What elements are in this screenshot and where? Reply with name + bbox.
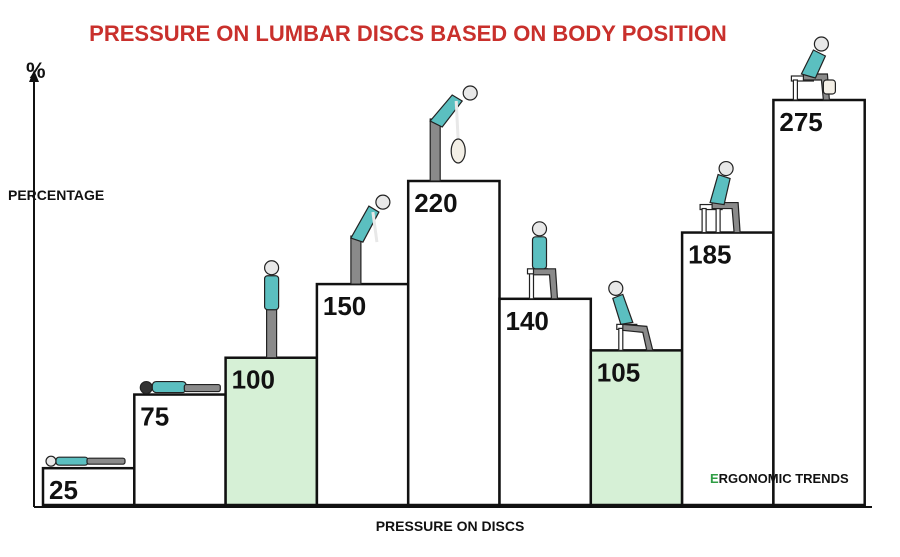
figure-sitting-upright xyxy=(526,221,559,300)
value-label-6: 140 xyxy=(506,306,549,336)
bar-6 xyxy=(498,297,593,507)
figure-sitting-forward xyxy=(699,160,741,234)
figure-standing xyxy=(264,260,280,359)
brand-logo: ERGONOMIC TRENDS xyxy=(710,471,849,486)
value-label-1: 25 xyxy=(49,475,78,505)
value-label-8: 185 xyxy=(688,240,731,270)
y-axis-label: PERCENTAGE xyxy=(8,187,104,203)
figure-sitting-lifting xyxy=(790,36,837,101)
value-label-9: 275 xyxy=(779,107,822,137)
chart-title: PRESSURE ON LUMBAR DISCS BASED ON BODY P… xyxy=(89,21,727,46)
value-label-4: 150 xyxy=(323,291,366,321)
brand-logo-initial: E xyxy=(710,471,719,486)
value-label-2: 75 xyxy=(140,402,169,432)
bar-3 xyxy=(224,356,319,507)
figure-lying-supine xyxy=(45,455,126,467)
figure-bent-forward xyxy=(350,194,391,285)
value-label-3: 100 xyxy=(232,365,275,395)
bar-2 xyxy=(133,393,227,507)
figure-bent-lifting xyxy=(429,85,478,182)
y-axis-arrow xyxy=(29,70,39,82)
figure-lying-prone xyxy=(139,380,221,395)
bar-5 xyxy=(406,179,501,507)
y-unit-label: % xyxy=(26,58,46,83)
brand-logo-text: RGONOMIC TRENDS xyxy=(719,471,849,486)
value-label-5: 220 xyxy=(414,188,457,218)
posture-figures xyxy=(45,36,837,467)
value-labels: 25 75 100 150 220 140 105 185 275 xyxy=(49,107,823,505)
bars xyxy=(41,98,866,507)
bar-1 xyxy=(41,466,136,507)
bar-4 xyxy=(315,282,410,507)
value-label-7: 105 xyxy=(597,357,640,387)
x-axis-label: PRESSURE ON DISCS xyxy=(376,518,525,534)
axes xyxy=(29,70,872,508)
bar-8 xyxy=(680,231,775,507)
figure-sitting-reclined xyxy=(608,280,654,351)
bar-9 xyxy=(772,98,866,507)
